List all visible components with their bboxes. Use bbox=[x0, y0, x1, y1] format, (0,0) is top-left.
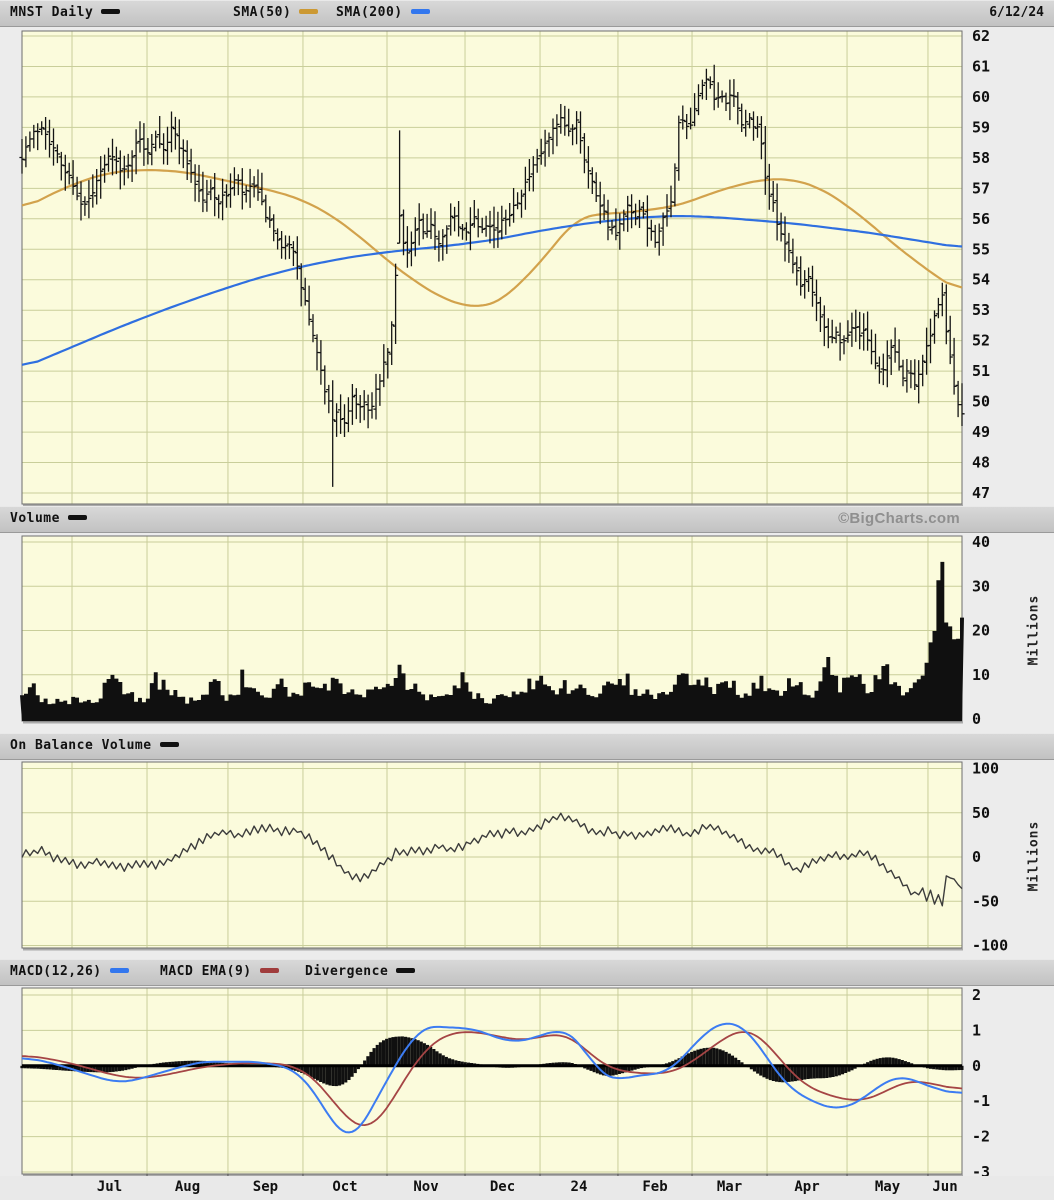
y-tick-label: 53 bbox=[972, 301, 990, 319]
obv-axis-unit: Millions bbox=[1026, 820, 1042, 892]
volume-axis-unit: Millions bbox=[1026, 594, 1042, 666]
volume-header-bar: Volume ©BigCharts.com bbox=[0, 506, 1054, 533]
y-tick-label: 10 bbox=[972, 666, 990, 684]
y-tick-label: 50 bbox=[972, 393, 990, 411]
symbol-legend-label: MNST Daily bbox=[10, 5, 94, 20]
macd-line-swatch-icon bbox=[109, 968, 129, 973]
divergence-legend-label: Divergence bbox=[305, 964, 389, 979]
x-tick-label: Feb bbox=[642, 1179, 668, 1195]
volume-panel: 40 30 20 10 0 bbox=[20, 533, 990, 728]
divergence-legend: Divergence bbox=[305, 964, 416, 979]
y-tick-label: -50 bbox=[972, 892, 999, 910]
y-tick-label: 57 bbox=[972, 179, 990, 197]
y-tick-label: 47 bbox=[972, 484, 990, 502]
x-tick-label: Sep bbox=[252, 1179, 279, 1195]
macd-legend-label: MACD(12,26) bbox=[10, 964, 102, 979]
sma200-legend: SMA(200) bbox=[336, 5, 430, 20]
y-tick-label: 55 bbox=[972, 240, 990, 258]
x-tick-label: Jun bbox=[932, 1179, 958, 1195]
price-line-swatch-icon bbox=[101, 9, 121, 14]
obv-legend-label: On Balance Volume bbox=[10, 738, 152, 753]
y-tick-label: 59 bbox=[972, 118, 990, 136]
x-tick-label: Mar bbox=[716, 1179, 743, 1195]
y-tick-label: 0 bbox=[972, 1057, 981, 1075]
x-tick-label: Dec bbox=[489, 1179, 516, 1195]
y-tick-label: 50 bbox=[972, 804, 990, 822]
y-tick-label: 1 bbox=[972, 1021, 981, 1039]
y-tick-label: -100 bbox=[972, 937, 1008, 955]
bigcharts-watermark: ©BigCharts.com bbox=[838, 510, 960, 527]
y-tick-label: 58 bbox=[972, 149, 990, 167]
macd-ema-legend: MACD EMA(9) bbox=[160, 964, 279, 979]
y-tick-label: 2 bbox=[972, 986, 981, 1004]
price-header-bar: MNST Daily SMA(50) SMA(200) 6/12/24 bbox=[0, 0, 1054, 27]
divergence-swatch-icon bbox=[396, 968, 416, 973]
y-tick-label: 60 bbox=[972, 88, 990, 106]
sma200-legend-label: SMA(200) bbox=[336, 5, 403, 20]
sma50-legend: SMA(50) bbox=[233, 5, 319, 20]
sma50-swatch-icon bbox=[299, 9, 319, 14]
macd-legend: MACD(12,26) bbox=[10, 964, 129, 979]
symbol-legend: MNST Daily bbox=[10, 5, 121, 20]
x-tick-label: Oct bbox=[332, 1179, 358, 1195]
y-tick-label: 62 bbox=[972, 27, 990, 45]
y-tick-label: 61 bbox=[972, 57, 990, 75]
x-tick-label: Apr bbox=[794, 1179, 820, 1195]
y-tick-label: -3 bbox=[972, 1163, 990, 1176]
y-tick-label: 20 bbox=[972, 622, 990, 640]
macd-ema-swatch-icon bbox=[259, 968, 279, 973]
price-panel: 62 61 60 59 58 57 56 55 54 53 52 51 50 49 48 47 bbox=[19, 27, 990, 506]
y-tick-label: 0 bbox=[972, 848, 981, 866]
obv-header-bar: On Balance Volume bbox=[0, 733, 1054, 760]
sma50-legend-label: SMA(50) bbox=[233, 5, 292, 20]
volume-legend: Volume bbox=[10, 511, 87, 526]
x-tick-label: 24 bbox=[570, 1179, 588, 1195]
y-tick-label: 30 bbox=[972, 577, 990, 595]
macd-header-bar: MACD(12,26) MACD EMA(9) Divergence bbox=[0, 959, 1054, 986]
y-tick-label: 49 bbox=[972, 423, 990, 441]
y-tick-label: 54 bbox=[972, 271, 990, 289]
y-tick-label: 52 bbox=[972, 332, 990, 350]
x-tick-label: May bbox=[874, 1179, 901, 1195]
volume-swatch-icon bbox=[67, 515, 87, 520]
as-of-date: 6/12/24 bbox=[989, 5, 1044, 20]
sma200-swatch-icon bbox=[410, 9, 430, 14]
macd-panel: 2 1 0 -1 -2 -3 bbox=[20, 986, 990, 1176]
y-tick-label: 56 bbox=[972, 210, 990, 228]
x-tick-label: Nov bbox=[413, 1179, 439, 1195]
y-tick-label: 51 bbox=[972, 362, 990, 380]
macd-ema-legend-label: MACD EMA(9) bbox=[160, 964, 252, 979]
x-tick-label: Aug bbox=[174, 1179, 201, 1195]
y-tick-label: 40 bbox=[972, 533, 990, 551]
volume-legend-label: Volume bbox=[10, 511, 60, 526]
y-tick-label: 0 bbox=[972, 710, 981, 728]
y-tick-label: -1 bbox=[972, 1092, 990, 1110]
x-tick-label: Jul bbox=[96, 1179, 123, 1195]
obv-swatch-icon bbox=[159, 742, 179, 747]
y-tick-label: 100 bbox=[972, 760, 999, 778]
obv-legend: On Balance Volume bbox=[10, 738, 179, 753]
y-tick-label: 48 bbox=[972, 454, 990, 472]
y-tick-label: -2 bbox=[972, 1128, 990, 1146]
obv-panel: 100 50 0 -50 -100 bbox=[21, 760, 1008, 955]
x-axis-strip: Jul Aug Sep Oct Nov Dec 24 Feb Mar Apr May Jun bbox=[0, 1176, 1054, 1200]
